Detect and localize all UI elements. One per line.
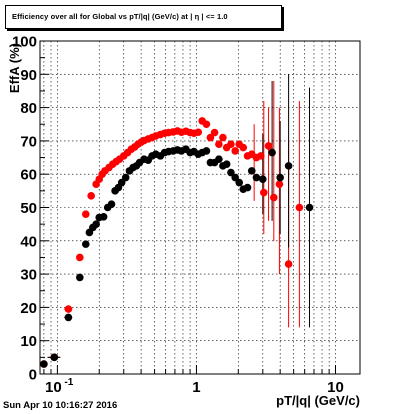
y-tick-label: 30 [20,267,37,284]
red-data-point [215,140,223,149]
black-data-point [92,220,100,228]
black-data-point [99,213,108,221]
chart-title: Efficiency over all for Global vs pT/|q|… [12,12,228,21]
red-data-point [194,128,203,137]
x-tick-label: 10 [327,379,344,396]
black-data-point [305,203,314,212]
black-data-point [202,147,211,155]
black-data-point [215,155,223,164]
black-data-point [227,168,235,177]
red-data-point [259,188,268,197]
y-tick-label: 40 [20,233,37,250]
black-data-point [81,240,90,248]
black-data-point [121,173,130,182]
red-data-point [284,260,293,268]
black-data-point [40,360,48,368]
black-data-point [76,273,84,282]
y-tick-label: 10 [20,333,37,350]
black-data-point [50,353,59,362]
title-box: Efficiency over all for Global vs pT/|q|… [5,5,282,29]
black-data-point [247,167,256,175]
red-data-point [239,143,248,152]
y-tick-label: 0 [29,367,37,384]
x-tick-label: 1 [192,379,200,396]
red-data-point [87,192,95,200]
y-axis-label: EffA (%) [7,43,22,93]
black-data-point [284,162,293,170]
red-data-point [275,180,284,188]
x-axis-label: pT/|q| (GeV/c) [276,393,360,408]
y-tick-label: 70 [20,133,37,150]
red-data-point [81,210,90,218]
y-tick-label: 20 [20,300,37,317]
red-data-point [219,133,227,142]
timestamp: Sun Apr 10 10:16:27 2016 [3,400,118,411]
red-data-point [76,253,84,262]
red-data-point [231,147,240,155]
x-tick-label-exponent: -1 [64,377,73,388]
red-data-point [264,142,273,150]
y-tick-label: 60 [20,167,37,184]
red-data-point [270,193,278,202]
grid [40,41,360,374]
red-data-point [295,203,304,212]
black-data-point [222,160,231,169]
y-tick-label: 100 [12,34,37,51]
red-data-point [202,120,211,129]
black-data-point [235,178,244,187]
red-data-point [64,305,73,313]
black-data-point [276,173,284,182]
y-tick-label: 50 [20,200,37,217]
black-data-point [107,200,116,208]
red-data-point [206,133,215,142]
black-data-point [252,173,261,182]
black-data-point [64,313,73,322]
data-points [40,117,314,368]
y-tick-label: 90 [20,67,37,84]
axis-ticks [40,40,337,375]
black-data-point [258,175,267,183]
black-data-point [268,148,276,157]
red-data-point [210,128,219,137]
y-tick-label: 80 [20,100,37,117]
red-data-point [256,152,265,160]
red-data-point [227,140,235,149]
black-data-point [243,183,252,192]
x-tick-label: 10 [45,379,62,396]
